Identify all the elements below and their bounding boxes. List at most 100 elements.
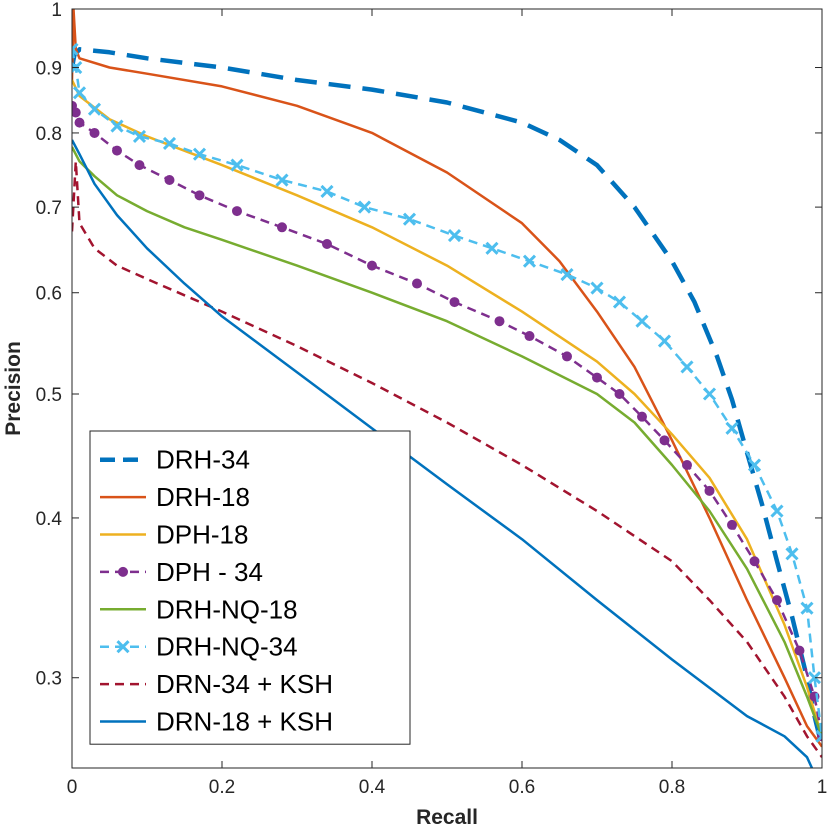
data-point bbox=[192, 147, 207, 161]
data-point bbox=[562, 351, 572, 362]
legend-label: DRH-NQ-18 bbox=[156, 594, 298, 624]
series-layer bbox=[72, 9, 822, 768]
legend-item: DRH-18 bbox=[100, 482, 250, 512]
data-point bbox=[162, 136, 177, 151]
data-point bbox=[118, 566, 128, 577]
ticks-layer: 0 0.2 0.4 0.6 0.8 1 0.3 0.4 0.5 0.6 0.7 0.8 0.9 1 bbox=[36, 0, 828, 798]
data-point bbox=[659, 435, 670, 446]
series-drn-18-ksh bbox=[72, 139, 814, 768]
legend-label: DRN-18 + KSH bbox=[156, 707, 333, 737]
legend-label: DPH-18 bbox=[156, 520, 248, 550]
y-tick-label: 0.6 bbox=[36, 284, 62, 305]
data-point bbox=[164, 175, 175, 186]
series-dph-34 bbox=[72, 100, 822, 742]
data-point bbox=[614, 388, 625, 399]
data-point bbox=[637, 411, 647, 422]
data-point bbox=[449, 297, 460, 308]
series-line bbox=[72, 160, 822, 758]
legend-item: DRN-34 + KSH bbox=[100, 669, 333, 699]
data-point bbox=[412, 278, 422, 289]
x-tick-label: 1 bbox=[817, 777, 828, 798]
series-drh-nq-34 bbox=[72, 42, 822, 743]
legend-item: DPH - 34 bbox=[100, 557, 263, 587]
y-tick-label: 0.3 bbox=[36, 669, 62, 690]
data-point bbox=[74, 117, 85, 128]
series-line bbox=[72, 146, 822, 737]
x-tick-label: 0.8 bbox=[659, 777, 685, 798]
data-point bbox=[132, 129, 147, 143]
data-point bbox=[794, 645, 805, 656]
data-point bbox=[680, 360, 694, 374]
y-axis-title: Precision bbox=[2, 341, 25, 436]
data-point bbox=[770, 504, 784, 518]
legend-label: DRH-NQ-34 bbox=[156, 632, 298, 662]
legend: DRH-34 DRH-18 DPH-18 DPH - 34 DRH-NQ-18 DRH-N… bbox=[89, 430, 411, 745]
data-point bbox=[194, 190, 205, 201]
data-point bbox=[357, 200, 372, 214]
data-point bbox=[524, 331, 535, 342]
series-drn-34-ksh bbox=[72, 160, 822, 758]
legend-label: DRH-18 bbox=[156, 482, 250, 512]
data-point bbox=[772, 595, 782, 606]
data-point bbox=[320, 184, 334, 199]
series-line bbox=[72, 9, 822, 748]
y-tick-label: 0.8 bbox=[36, 124, 62, 145]
data-point bbox=[592, 372, 602, 383]
data-point bbox=[635, 314, 649, 328]
data-point bbox=[322, 239, 332, 250]
data-point bbox=[277, 222, 287, 233]
data-point bbox=[815, 729, 822, 743]
legend-item: DRH-34 bbox=[100, 445, 250, 475]
data-point bbox=[725, 421, 739, 435]
data-point bbox=[682, 460, 692, 471]
data-point bbox=[807, 671, 822, 685]
data-point bbox=[72, 107, 81, 118]
data-point bbox=[747, 458, 762, 472]
data-point bbox=[110, 119, 124, 133]
y-tick-label: 0.7 bbox=[36, 198, 62, 219]
data-point bbox=[87, 102, 102, 116]
x-tick-label: 0.4 bbox=[359, 777, 386, 798]
data-point bbox=[89, 127, 100, 138]
data-point bbox=[612, 295, 627, 309]
data-point bbox=[785, 547, 799, 561]
data-point bbox=[657, 334, 672, 348]
data-point bbox=[116, 640, 130, 654]
data-point bbox=[232, 206, 242, 217]
legend-item: DPH-18 bbox=[100, 520, 248, 550]
x-tick-label: 0 bbox=[67, 777, 78, 798]
data-point bbox=[702, 387, 717, 401]
x-axis-title: Recall bbox=[416, 806, 478, 827]
data-point bbox=[72, 42, 79, 56]
data-point bbox=[485, 241, 499, 255]
data-point bbox=[134, 160, 145, 171]
y-tick-label: 0.9 bbox=[36, 59, 62, 80]
series-line bbox=[72, 139, 814, 768]
x-tick-label: 0.6 bbox=[509, 777, 535, 798]
legend-item: DRH-NQ-34 bbox=[100, 632, 298, 662]
data-point bbox=[560, 267, 574, 282]
x-tick-label: 0.2 bbox=[209, 777, 235, 798]
series-line bbox=[72, 47, 822, 748]
data-point bbox=[275, 173, 289, 187]
data-point bbox=[727, 519, 737, 530]
y-tick-label: 1 bbox=[51, 0, 62, 21]
data-point bbox=[522, 254, 537, 268]
legend-item: DRH-NQ-18 bbox=[100, 594, 298, 624]
plot-frame bbox=[71, 8, 823, 769]
data-point bbox=[704, 485, 715, 496]
data-point bbox=[590, 281, 604, 295]
data-point bbox=[367, 260, 377, 271]
data-point bbox=[800, 601, 814, 615]
data-point bbox=[447, 229, 462, 243]
series-drh-18 bbox=[72, 9, 822, 748]
y-tick-label: 0.5 bbox=[36, 385, 62, 406]
legend-box bbox=[89, 430, 411, 745]
legend-label: DPH - 34 bbox=[156, 557, 263, 587]
legend-item: DRN-18 + KSH bbox=[100, 707, 333, 737]
data-point bbox=[72, 86, 87, 100]
data-point bbox=[112, 145, 122, 156]
y-tick-label: 0.4 bbox=[36, 509, 63, 530]
series-drh-34 bbox=[72, 47, 822, 748]
